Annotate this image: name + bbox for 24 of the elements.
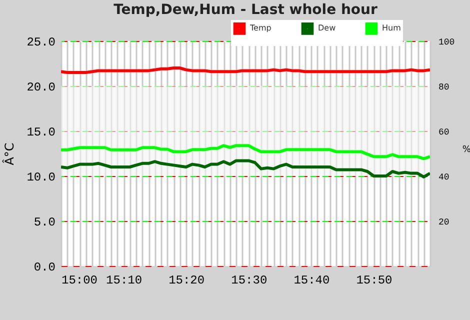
x-tick-label: 15:40 bbox=[294, 274, 330, 288]
y2-tick-label: 60 bbox=[438, 128, 450, 138]
y-tick-label: 15.0 bbox=[26, 126, 56, 140]
y2-tick-label: 80 bbox=[438, 82, 450, 92]
x-tick-label: 15:20 bbox=[168, 274, 205, 288]
x-tick-label: 15:30 bbox=[231, 274, 268, 288]
y-tick-label: 0.0 bbox=[34, 260, 56, 274]
x-tick-label: 15:50 bbox=[356, 274, 392, 288]
y-tick-label: 25.0 bbox=[26, 36, 56, 50]
line-series bbox=[61, 144, 430, 160]
y2-tick-label: 100 bbox=[438, 38, 455, 48]
y-tick-label: 10.0 bbox=[26, 170, 56, 184]
y-axis-title: Â°C bbox=[2, 142, 17, 166]
legend-label: Temp bbox=[249, 24, 272, 33]
y2-tick-label: 20 bbox=[438, 218, 450, 228]
y2-tick-label: 40 bbox=[438, 172, 450, 182]
chart-title: Temp,Dew,Hum - Last whole hour bbox=[114, 2, 378, 18]
x-tick-label: 15:10 bbox=[106, 274, 142, 288]
y-tick-label: 20.0 bbox=[26, 80, 56, 94]
y-tick-label: 5.0 bbox=[34, 216, 56, 230]
x-tick-label: 15:00 bbox=[62, 274, 98, 288]
line-series bbox=[61, 159, 430, 178]
legend-label: Dew bbox=[318, 24, 336, 33]
legend-label: Hum bbox=[382, 24, 402, 33]
